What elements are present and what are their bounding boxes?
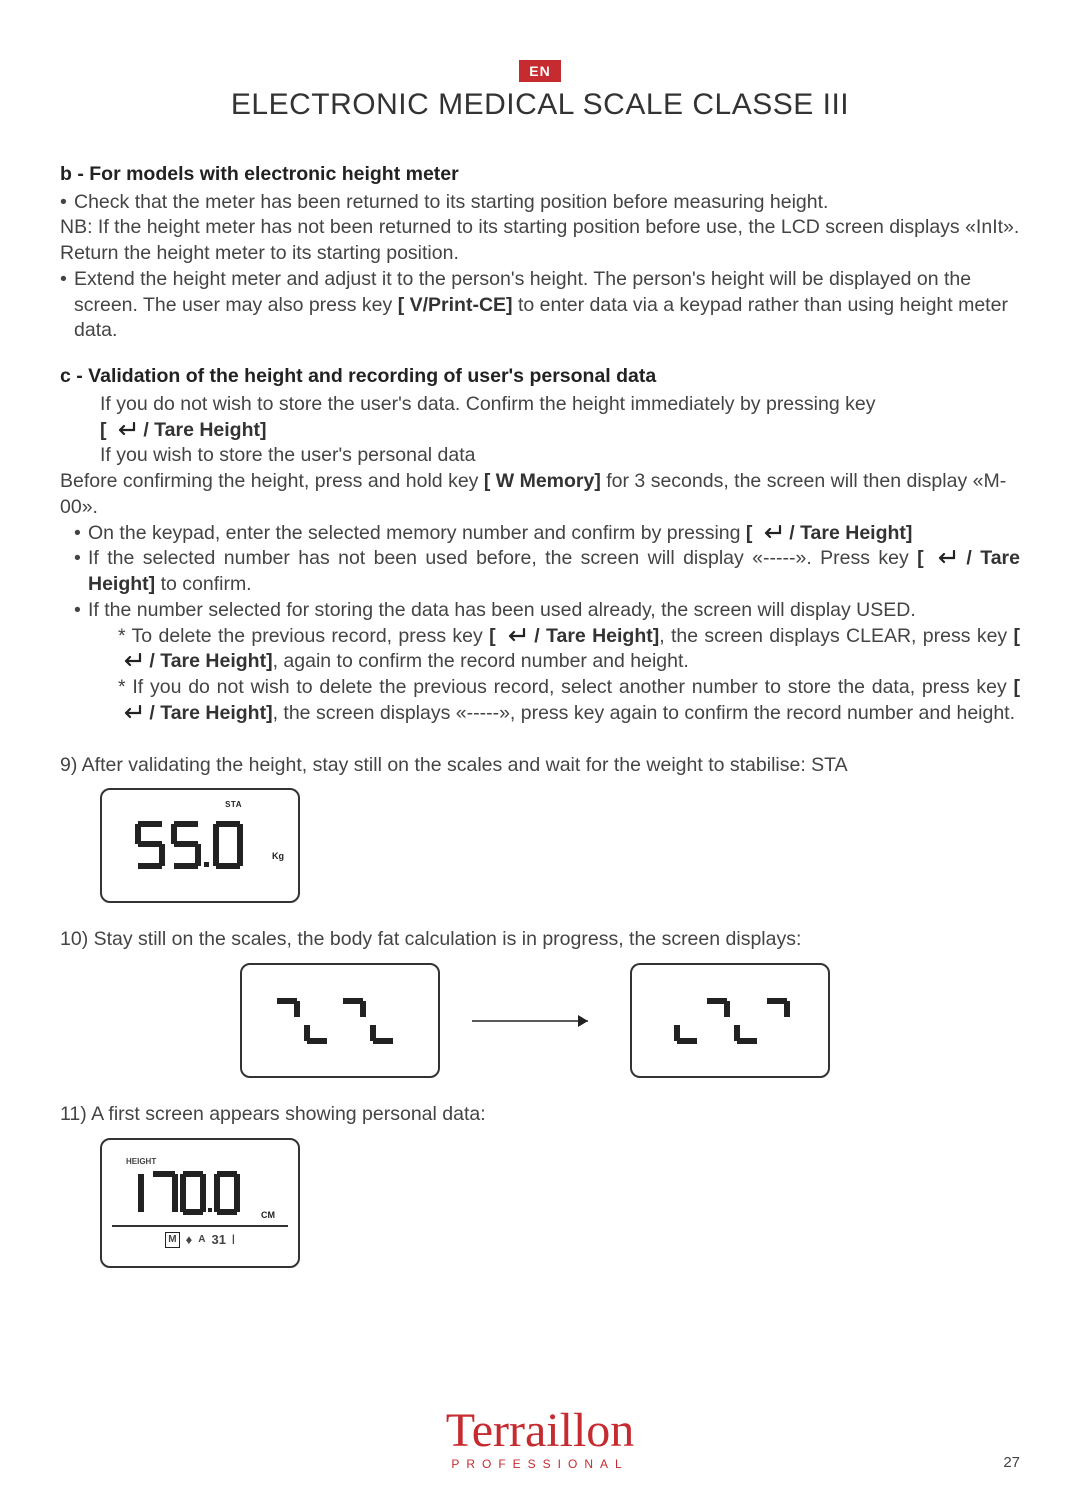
step9-text: 9) After validating the height, stay sti… [60, 753, 1020, 779]
seven-segment-progress [655, 991, 805, 1051]
section-c-b1: • On the keypad, enter the selected memo… [60, 521, 1020, 547]
enter-icon [120, 701, 142, 727]
lcd-kg-label: Kg [272, 851, 284, 863]
section-b-bullet1: • Check that the meter has been returned… [60, 190, 1020, 216]
content-body: b - For models with electronic height me… [60, 162, 1020, 1292]
enter-icon [114, 418, 136, 444]
brand-logo: Terraillon [0, 1407, 1080, 1455]
section-c-star1: * To delete the previous record, press k… [60, 624, 1020, 676]
bullet-dot: • [60, 190, 74, 216]
lcd-sub-row: M ♦ A 31 | [112, 1231, 288, 1248]
lcd-display-height: HEIGHT CM M ♦ [100, 1138, 300, 1268]
section-c-b3: • If the number selected for storing the… [60, 598, 1020, 624]
male-icon: ♦ [186, 1231, 193, 1248]
brand-subtitle: PROFESSIONAL [0, 1457, 1080, 1471]
step10-displays [240, 963, 1020, 1078]
page-header: EN ELECTRONIC MEDICAL SCALE CLASSE III [60, 60, 1020, 122]
section-b-bullet2: • Extend the height meter and adjust it … [60, 267, 1020, 344]
age-value: 31 [211, 1231, 225, 1248]
section-c-head: c - Validation of the height and recordi… [60, 364, 1020, 390]
enter-icon [120, 649, 142, 675]
page-number: 27 [1003, 1454, 1020, 1471]
lcd-progress-2 [630, 963, 830, 1078]
print-ce-key: [ V/Print-CE] [398, 294, 513, 316]
bullet-dot: • [60, 267, 74, 344]
seven-segment-55-0 [130, 816, 270, 876]
page-title: ELECTRONIC MEDICAL SCALE CLASSE III [60, 88, 1020, 122]
language-badge: EN [519, 60, 560, 82]
memory-key: [ W Memory] [484, 470, 601, 492]
section-c-before: Before confirming the height, press and … [60, 469, 1020, 520]
age-a: A [198, 1233, 205, 1246]
bullet-dot: • [74, 546, 88, 598]
section-b-line1: Check that the meter has been returned t… [74, 190, 1020, 216]
bullet-dot: • [74, 598, 88, 624]
tare-height-key: [ / Tare Height] [489, 625, 659, 647]
lcd-height-label: HEIGHT [112, 1157, 288, 1168]
enter-icon [934, 546, 956, 572]
step10-text: 10) Stay still on the scales, the body f… [60, 927, 1020, 953]
page-footer: Terraillon PROFESSIONAL [0, 1407, 1080, 1471]
lcd-cm-label: CM [261, 1210, 275, 1222]
section-c-nostore: If you do not wish to store the user's d… [60, 392, 1020, 418]
seven-segment-170-0 [125, 1168, 255, 1218]
bullet-dot: • [74, 521, 88, 547]
step11-text: 11) A first screen appears showing perso… [60, 1102, 1020, 1128]
arrow-right-icon [470, 1011, 600, 1031]
tare-height-key: [ / Tare Height] [60, 418, 1020, 444]
enter-icon [504, 624, 526, 650]
section-b-line2: Extend the height meter and adjust it to… [74, 267, 1020, 344]
section-b-nb: NB: If the height meter has not been ret… [60, 215, 1020, 266]
lcd-sta-label: STA [225, 800, 242, 811]
lcd-display-weight: STA Kg [100, 788, 300, 903]
section-c-star2: * If you do not wish to delete the previ… [60, 675, 1020, 727]
seven-segment-progress [265, 991, 415, 1051]
section-c-ifstore: If you wish to store the user's personal… [60, 443, 1020, 469]
lcd-divider [112, 1225, 288, 1227]
lcd-progress-1 [240, 963, 440, 1078]
enter-icon [760, 521, 782, 547]
section-c-b2: • If the selected number has not been us… [60, 546, 1020, 598]
section-b-head: b - For models with electronic height me… [60, 162, 1020, 188]
tare-height-key: [ / Tare Height] [746, 522, 913, 544]
